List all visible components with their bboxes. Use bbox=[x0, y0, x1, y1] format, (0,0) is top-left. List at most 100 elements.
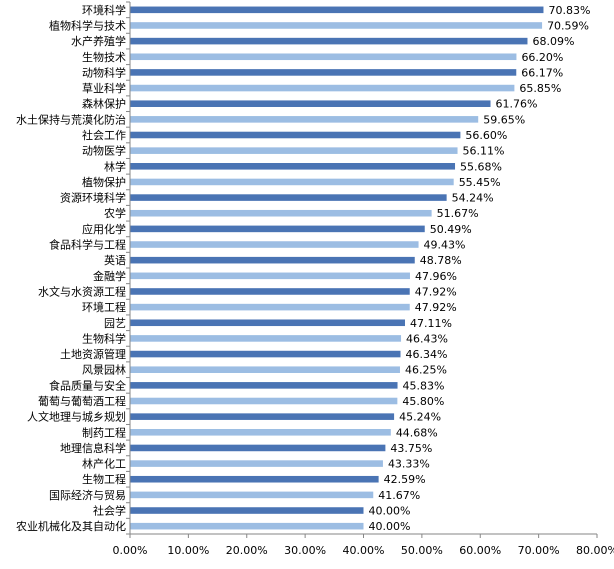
value-label: 46.43% bbox=[406, 332, 448, 345]
x-tick-label: 50.00% bbox=[401, 544, 443, 557]
bars-layer bbox=[130, 6, 544, 530]
x-tick-label: 20.00% bbox=[226, 544, 268, 557]
bar bbox=[130, 319, 405, 327]
bar bbox=[130, 522, 364, 530]
bar bbox=[130, 475, 379, 483]
bar bbox=[130, 507, 364, 514]
category-label: 林产化工 bbox=[82, 457, 126, 471]
category-label: 生物科学 bbox=[82, 331, 126, 345]
value-label: 41.67% bbox=[378, 489, 420, 502]
value-label: 48.78% bbox=[420, 254, 462, 267]
category-label: 草业科学 bbox=[82, 81, 126, 95]
x-tick-label: 40.00% bbox=[343, 544, 385, 557]
bar bbox=[130, 429, 391, 436]
value-label: 50.49% bbox=[430, 223, 472, 236]
value-label: 56.11% bbox=[463, 145, 505, 158]
x-tick-label: 10.00% bbox=[167, 544, 209, 557]
bar bbox=[130, 100, 491, 107]
value-label: 70.83% bbox=[548, 4, 590, 17]
value-labels-layer: 70.83% 70.59% 68.09% 66.20% 66.17% 65.85% 61.7… bbox=[369, 4, 591, 533]
category-label: 水产养殖学 bbox=[71, 34, 126, 48]
bar bbox=[130, 350, 401, 358]
bar bbox=[130, 366, 400, 373]
bar bbox=[130, 147, 458, 154]
category-label: 植物保护 bbox=[82, 175, 126, 189]
category-label: 环境科学 bbox=[82, 3, 126, 17]
category-label: 生物工程 bbox=[82, 472, 126, 486]
bar bbox=[130, 225, 425, 233]
value-label: 45.80% bbox=[402, 395, 444, 408]
value-label: 59.65% bbox=[483, 113, 525, 126]
value-label: 49.43% bbox=[424, 239, 466, 252]
value-label: 68.09% bbox=[532, 35, 574, 48]
value-label: 66.20% bbox=[521, 51, 563, 64]
category-label: 英语 bbox=[104, 253, 126, 267]
value-label: 42.59% bbox=[384, 473, 426, 486]
category-label: 食品科学与工程 bbox=[49, 238, 126, 252]
category-label: 生物技术 bbox=[82, 50, 126, 64]
category-label: 园艺 bbox=[104, 317, 126, 330]
value-label: 40.00% bbox=[369, 505, 411, 518]
bar bbox=[130, 194, 447, 201]
value-label: 45.83% bbox=[403, 379, 445, 392]
x-tick-label: 80.00% bbox=[576, 544, 614, 557]
value-label: 44.68% bbox=[396, 426, 438, 439]
bar bbox=[130, 303, 410, 311]
x-tick-label: 0.00% bbox=[113, 544, 148, 557]
axis-layer bbox=[126, 1, 598, 538]
value-label: 47.92% bbox=[415, 285, 457, 298]
tick-labels-layer: 0.00% 10.00% 20.00% 30.00% 40.00% 50.00% 60.00… bbox=[113, 544, 614, 557]
value-label: 46.25% bbox=[405, 364, 447, 377]
value-label: 40.00% bbox=[369, 520, 411, 533]
value-label: 46.34% bbox=[406, 348, 448, 361]
category-label: 农学 bbox=[104, 206, 126, 220]
category-label: 金融学 bbox=[93, 269, 126, 283]
bar bbox=[130, 116, 479, 123]
category-label: 土地资源管理 bbox=[60, 347, 126, 361]
bar bbox=[130, 131, 461, 139]
category-label: 环境工程 bbox=[82, 300, 126, 314]
bar bbox=[130, 272, 410, 280]
category-label: 植物科学与技术 bbox=[49, 18, 126, 32]
category-label: 森林保护 bbox=[82, 97, 126, 111]
category-label: 风景园林 bbox=[82, 363, 126, 377]
value-label: 54.24% bbox=[452, 192, 494, 205]
category-label: 资源环境科学 bbox=[60, 191, 126, 205]
bar bbox=[130, 335, 402, 342]
category-label: 社会工作 bbox=[82, 128, 126, 142]
value-label: 61.76% bbox=[496, 98, 538, 111]
x-tick-label: 60.00% bbox=[459, 544, 501, 557]
value-label: 45.24% bbox=[399, 411, 441, 424]
value-label: 55.68% bbox=[460, 160, 502, 173]
category-label: 葡萄与葡萄酒工程 bbox=[38, 395, 126, 408]
category-label: 人文地理与城乡规划 bbox=[27, 410, 126, 424]
bar bbox=[130, 37, 528, 45]
category-labels-layer: 环境科学植物科学与技术水产养殖学生物技术动物科学草业科学森林保护水土保持与荒漠化… bbox=[16, 3, 126, 533]
category-label: 制药工程 bbox=[82, 426, 126, 439]
bar bbox=[130, 288, 410, 295]
bar bbox=[130, 6, 544, 14]
bar bbox=[130, 382, 398, 389]
category-label: 水文与水资源工程 bbox=[38, 284, 126, 298]
value-label: 43.33% bbox=[388, 458, 430, 471]
bar bbox=[130, 397, 398, 405]
value-label: 43.75% bbox=[390, 442, 432, 455]
bar bbox=[130, 241, 419, 248]
category-label: 社会学 bbox=[93, 504, 126, 518]
bar bbox=[130, 460, 383, 467]
bar bbox=[130, 413, 395, 420]
bar bbox=[130, 256, 415, 264]
value-label: 55.45% bbox=[459, 176, 501, 189]
value-label: 47.96% bbox=[415, 270, 457, 283]
category-label: 水土保持与荒漠化防治 bbox=[16, 112, 126, 126]
bar bbox=[130, 209, 432, 217]
bar bbox=[130, 444, 386, 452]
bar bbox=[130, 53, 517, 61]
value-label: 47.92% bbox=[415, 301, 457, 314]
bar bbox=[130, 491, 374, 499]
category-label: 国际经济与贸易 bbox=[49, 488, 126, 502]
bar bbox=[130, 69, 517, 76]
bar bbox=[130, 84, 515, 92]
